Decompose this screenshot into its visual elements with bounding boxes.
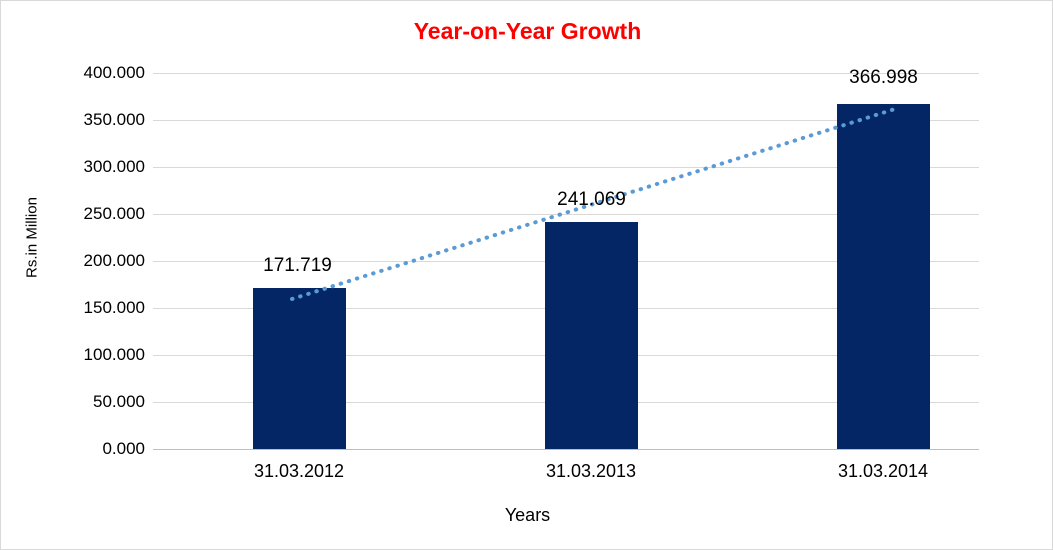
x-axis-title: Years xyxy=(504,505,551,525)
x-tick-label-2014: 31.03.2014 xyxy=(837,461,929,481)
x-axis-line xyxy=(153,449,979,450)
data-label-2013: 241.069 xyxy=(557,189,626,210)
gridline xyxy=(153,73,979,74)
y-tick-label: 350.000 xyxy=(83,110,145,129)
x-tick-label-2013: 31.03.2013 xyxy=(545,461,637,481)
bar-2013[interactable] xyxy=(545,222,638,449)
data-label-2014: 366.998 xyxy=(849,67,918,88)
bar-2012[interactable] xyxy=(253,288,346,449)
bar-2014[interactable] xyxy=(837,104,930,449)
y-tick-label: 250.000 xyxy=(83,204,145,223)
y-tick-label: 200.000 xyxy=(83,251,145,270)
y-axis-title: Rs.in Million xyxy=(23,197,41,278)
y-tick-label: 300.000 xyxy=(83,157,145,176)
chart-title: Year-on-Year Growth xyxy=(413,18,642,44)
y-tick-label: 100.000 xyxy=(83,345,145,364)
y-axis-tick-labels: 400.000 350.000 300.000 250.000 200.000 … xyxy=(7,1,145,549)
x-tick-label-2012: 31.03.2012 xyxy=(253,461,345,481)
y-tick-label: 150.000 xyxy=(83,298,145,317)
y-tick-label: 0.000 xyxy=(102,439,145,458)
data-label-2012: 171.719 xyxy=(263,255,332,276)
y-tick-label: 400.000 xyxy=(83,63,145,82)
y-tick-label: 50.000 xyxy=(93,392,145,411)
